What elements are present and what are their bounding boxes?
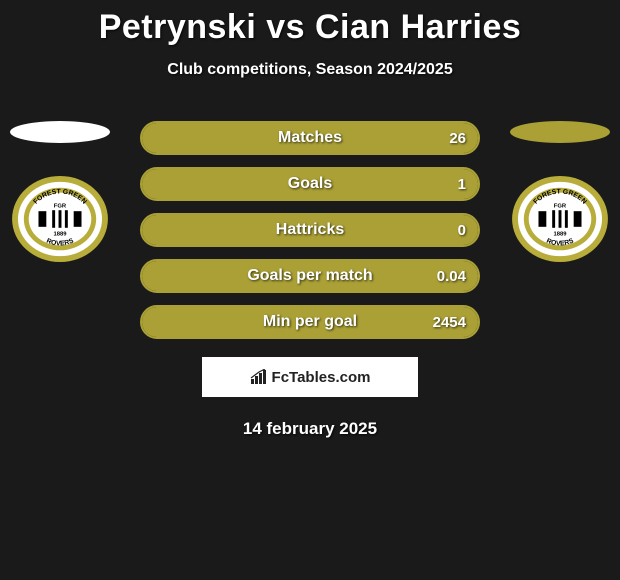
stat-bars: Matches 26 Goals 1 Hattricks 0 Goals per match… — [140, 121, 480, 339]
stat-row: Matches 26 — [140, 121, 480, 155]
attribution-box: FcTables.com — [202, 357, 418, 397]
comparison-subtitle: Club competitions, Season 2024/2025 — [0, 61, 620, 79]
stat-label: Min per goal — [263, 313, 357, 331]
chart-icon — [250, 369, 268, 385]
club-crest-icon: FOREST GREEN ROVERS FGR 1889 — [511, 175, 609, 263]
attribution-text: FcTables.com — [272, 369, 371, 386]
svg-text:FGR: FGR — [554, 203, 567, 209]
stat-label: Goals — [288, 175, 332, 193]
club-badge-left: FOREST GREEN ROVERS FGR 1889 — [11, 175, 109, 263]
stat-label: Goals per match — [247, 267, 372, 285]
stat-value-right: 2454 — [433, 314, 466, 331]
stat-row: Goals 1 — [140, 167, 480, 201]
stat-value-right: 1 — [458, 176, 466, 193]
player-right-badge: FOREST GREEN ROVERS FGR 1889 — [510, 121, 610, 263]
stat-value-right: 0 — [458, 222, 466, 239]
club-crest-icon: FOREST GREEN ROVERS FGR 1889 — [11, 175, 109, 263]
comparison-title: Petrynski vs Cian Harries — [0, 0, 620, 47]
comparison-date: 14 february 2025 — [0, 419, 620, 439]
stat-row: Min per goal 2454 — [140, 305, 480, 339]
club-badge-right: FOREST GREEN ROVERS FGR 1889 — [511, 175, 609, 263]
stat-label: Hattricks — [276, 221, 344, 239]
svg-text:1889: 1889 — [553, 232, 567, 238]
stat-value-right: 0.04 — [437, 268, 466, 285]
stat-row: Hattricks 0 — [140, 213, 480, 247]
comparison-content: FOREST GREEN ROVERS FGR 1889 — [0, 121, 620, 439]
svg-text:FGR: FGR — [54, 203, 67, 209]
stat-value-right: 26 — [449, 130, 466, 147]
player-left-oval — [10, 121, 110, 143]
stat-label: Matches — [278, 129, 342, 147]
player-left-badge: FOREST GREEN ROVERS FGR 1889 — [10, 121, 110, 263]
stat-row: Goals per match 0.04 — [140, 259, 480, 293]
player-right-oval — [510, 121, 610, 143]
svg-text:1889: 1889 — [53, 232, 67, 238]
